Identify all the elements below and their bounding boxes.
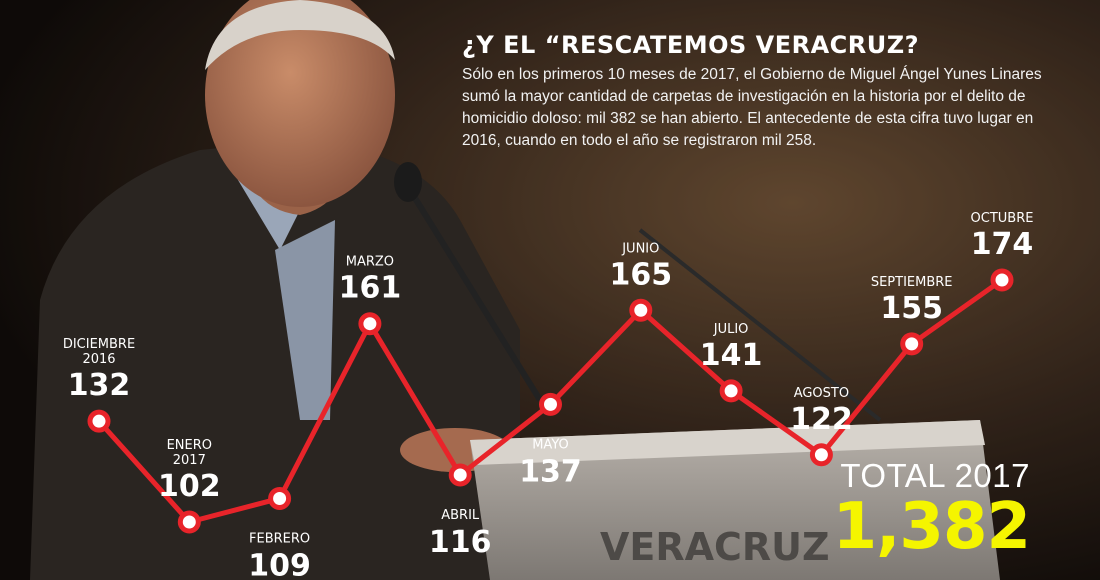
data-label: 132 bbox=[68, 368, 131, 403]
x-tick-label: SEPTIEMBRE bbox=[871, 275, 953, 290]
data-point bbox=[358, 312, 382, 336]
data-label: 122 bbox=[790, 402, 853, 437]
x-tick-label: 2017 bbox=[173, 453, 206, 468]
headline-block: ¿Y EL “RESCATEMOS VERACRUZ? Sólo en los … bbox=[462, 30, 1052, 152]
chart-marker-layer bbox=[87, 268, 1014, 534]
x-tick-label: 2016 bbox=[82, 352, 115, 367]
x-tick-label: AGOSTO bbox=[794, 386, 849, 401]
x-tick-label: MARZO bbox=[346, 255, 394, 270]
total-value: 1,382 bbox=[832, 490, 1031, 564]
headline-body: Sólo en los primeros 10 meses de 2017, e… bbox=[462, 66, 1042, 149]
total-label: TOTAL 2017 bbox=[840, 457, 1030, 494]
x-tick-label: FEBRERO bbox=[249, 531, 310, 546]
data-point bbox=[900, 332, 924, 356]
data-label: 155 bbox=[880, 291, 943, 326]
headline-title: ¿Y EL “RESCATEMOS VERACRUZ? bbox=[462, 31, 920, 59]
data-label: 109 bbox=[248, 548, 311, 580]
x-tick-label: DICIEMBRE bbox=[63, 337, 135, 352]
data-point bbox=[990, 268, 1014, 292]
data-label: 174 bbox=[971, 227, 1034, 262]
data-point bbox=[629, 298, 653, 322]
x-tick-label: OCTUBRE bbox=[971, 211, 1034, 226]
data-label: 165 bbox=[609, 257, 672, 292]
data-point bbox=[268, 486, 292, 510]
data-point bbox=[809, 443, 833, 467]
x-tick-label: JULIO bbox=[713, 322, 749, 337]
data-label: 116 bbox=[429, 525, 492, 560]
podium-text: VERACRUZ bbox=[600, 525, 830, 569]
data-point bbox=[177, 510, 201, 534]
data-point bbox=[448, 463, 472, 487]
data-label: 141 bbox=[700, 338, 763, 373]
data-point bbox=[87, 409, 111, 433]
data-label: 137 bbox=[519, 454, 582, 489]
x-tick-label: ABRIL bbox=[441, 508, 480, 523]
x-tick-label: MAYO bbox=[532, 437, 569, 452]
data-label: 161 bbox=[339, 271, 402, 306]
data-point bbox=[719, 379, 743, 403]
data-label: 102 bbox=[158, 469, 221, 504]
x-tick-label: ENERO bbox=[167, 438, 212, 453]
data-point bbox=[539, 392, 562, 416]
x-tick-label: JUNIO bbox=[621, 241, 659, 256]
total-block: TOTAL 2017 1,382 bbox=[832, 457, 1031, 564]
